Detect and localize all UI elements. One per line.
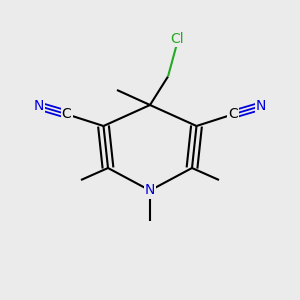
Text: N: N [34, 100, 44, 113]
Text: Cl: Cl [170, 32, 184, 46]
Text: C: C [229, 107, 238, 121]
Text: C: C [62, 107, 71, 121]
Text: N: N [256, 100, 266, 113]
Text: N: N [145, 184, 155, 197]
